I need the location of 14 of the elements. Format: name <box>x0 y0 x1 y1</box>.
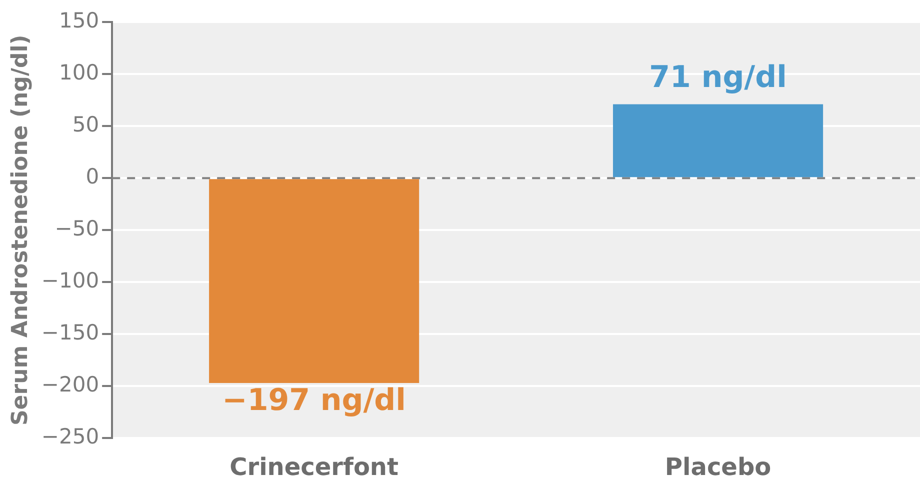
data-label: 71 ng/dl <box>649 60 787 95</box>
y-tick-label: −200 <box>41 372 100 397</box>
y-tick-label: 100 <box>58 60 100 84</box>
x-tick-label: Crinecerfont <box>230 452 398 481</box>
y-axis-title: Serum Androstenedione (ng/dl) <box>8 34 33 426</box>
y-tick-label: 0 <box>86 164 100 189</box>
x-tick-label: Placebo <box>664 452 772 481</box>
y-tick-label: −150 <box>41 320 100 345</box>
data-label: −197 ng/dl <box>222 382 406 418</box>
y-tick-label: −100 <box>41 268 100 293</box>
y-tick-label: −250 <box>41 424 100 449</box>
y-tick-label: 150 <box>58 8 100 32</box>
y-tick-label: −50 <box>54 216 100 241</box>
y-tick-label: 50 <box>72 112 100 137</box>
